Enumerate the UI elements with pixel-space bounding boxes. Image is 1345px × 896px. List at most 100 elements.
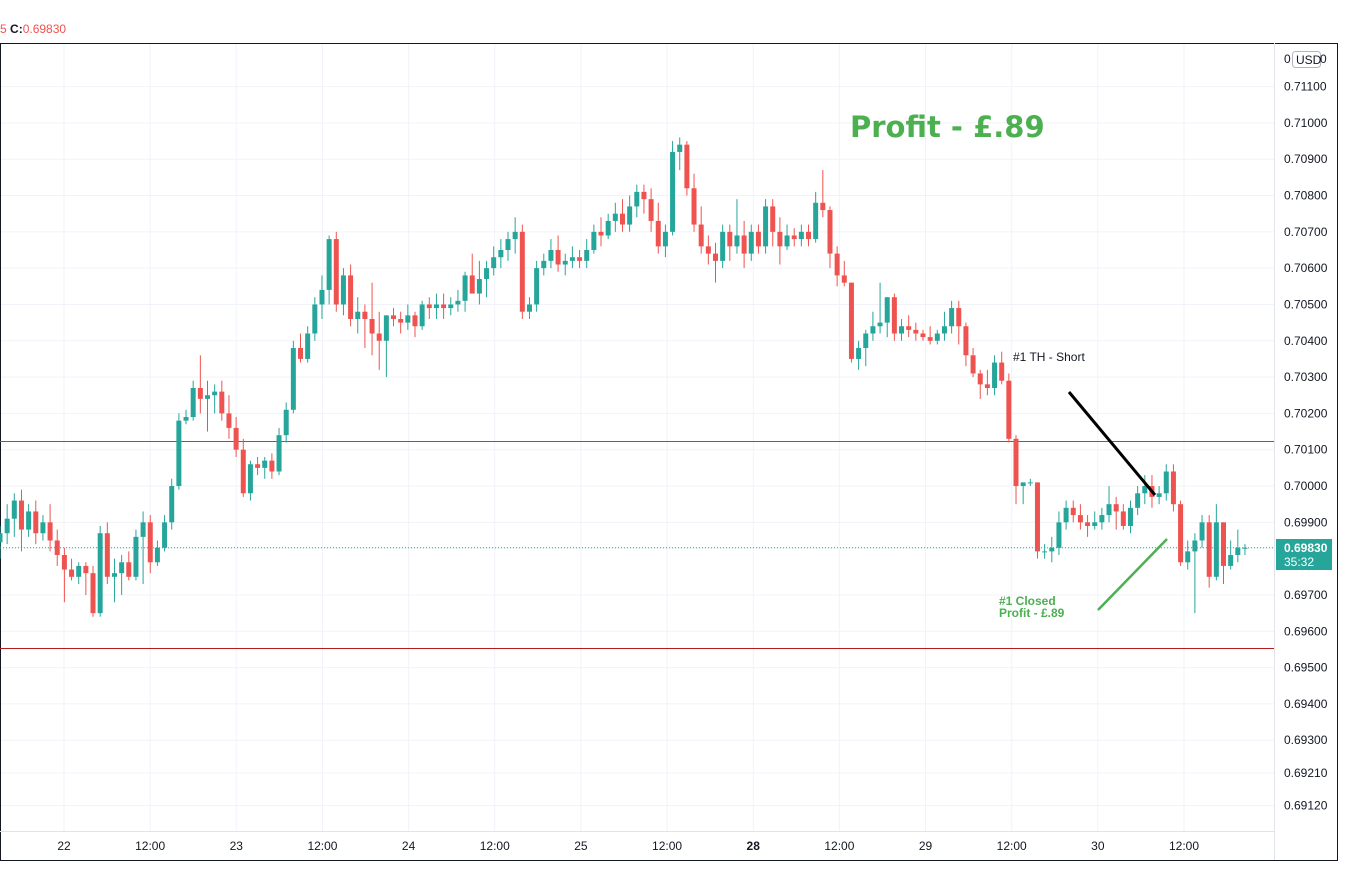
candle-body xyxy=(133,536,139,577)
candle-body xyxy=(0,533,3,543)
candle-body xyxy=(426,304,432,309)
candle-body xyxy=(76,565,82,577)
candle-body xyxy=(670,151,676,232)
candle-body xyxy=(1163,471,1169,494)
price-tick-label: 0.69400 xyxy=(1284,697,1328,711)
grid-lines xyxy=(0,43,1274,831)
candle-body xyxy=(941,326,947,334)
candle-body xyxy=(1106,504,1112,516)
candle-body xyxy=(11,500,17,519)
price-tick-label: 0.70200 xyxy=(1284,406,1328,420)
candle-body xyxy=(820,202,826,211)
candle-body xyxy=(298,348,304,359)
price-tick-label: 0.70800 xyxy=(1284,189,1328,203)
candle-body xyxy=(863,333,869,349)
candle-body xyxy=(705,246,711,254)
candles xyxy=(0,137,1248,617)
time-tick-label: 12:00 xyxy=(307,839,337,853)
short-label: #1 TH - Short xyxy=(1013,350,1085,364)
candle-body xyxy=(1228,555,1234,566)
candle-body xyxy=(956,308,962,327)
candle-body xyxy=(1077,515,1083,523)
current-price-label: 0.69830 35:32 xyxy=(1276,539,1332,570)
time-tick-label: 29 xyxy=(919,839,933,853)
candle-body xyxy=(827,210,833,254)
candle-body xyxy=(741,235,747,254)
candle-body xyxy=(1006,380,1012,439)
currency-badge[interactable]: 0 USD 0 xyxy=(1284,51,1327,68)
candle-body xyxy=(83,565,89,574)
candle-body xyxy=(648,199,654,221)
price-tick-label: 0.71000 xyxy=(1284,116,1328,130)
candle-body xyxy=(219,391,225,414)
candle-body xyxy=(555,249,561,265)
candle-body xyxy=(190,387,196,418)
candle-body xyxy=(949,308,955,327)
candle-body xyxy=(1170,471,1176,505)
candle-body xyxy=(1113,504,1119,512)
currency-badge-box xyxy=(1292,51,1321,68)
candle-body xyxy=(333,239,339,305)
candle-body xyxy=(591,231,597,250)
candle-body xyxy=(226,413,232,428)
candle-body xyxy=(433,304,439,309)
candle-body xyxy=(162,522,168,548)
candle-body xyxy=(1020,482,1026,487)
candle-body xyxy=(1221,522,1227,566)
candle-body xyxy=(1127,507,1133,526)
candle-body xyxy=(1135,493,1141,508)
candle-body xyxy=(734,235,740,247)
time-tick-label: 12:00 xyxy=(997,839,1027,853)
candle-body xyxy=(412,315,418,327)
candle-body xyxy=(340,275,346,305)
candle-body xyxy=(641,191,647,200)
candle-body xyxy=(183,417,189,421)
candle-body xyxy=(212,391,218,396)
plot-frame xyxy=(0,43,1338,861)
time-tick-label: 12:00 xyxy=(652,839,682,853)
candle-body xyxy=(662,231,668,247)
candle-body xyxy=(906,326,912,330)
time-tick-label: 12:00 xyxy=(480,839,510,853)
price-top-left: 0 xyxy=(1284,52,1291,66)
short-trend-line[interactable] xyxy=(1067,391,1157,496)
price-scale[interactable]: 0.71100 0.71000 0.70900 0.70800 0.70700 0.706… xyxy=(1284,80,1328,813)
candle-body xyxy=(111,573,117,577)
candle-body xyxy=(698,224,704,247)
price-tick-label: 0.69120 xyxy=(1284,799,1328,813)
candle-body xyxy=(541,260,547,269)
bar-countdown: 35:32 xyxy=(1284,555,1314,569)
candle-body xyxy=(877,322,883,327)
candle-body xyxy=(834,253,840,276)
candle-body xyxy=(1042,551,1048,553)
price-top-right: 0 xyxy=(1320,52,1327,66)
candle-body xyxy=(169,486,175,523)
price-tick-label: 0.69300 xyxy=(1284,733,1328,747)
profit-title: Profit - £.89 xyxy=(850,110,1045,144)
candle-body xyxy=(376,333,382,341)
candle-body xyxy=(4,518,10,534)
time-tick-label: 30 xyxy=(1091,839,1105,853)
time-tick-label: 24 xyxy=(402,839,416,853)
candle-body xyxy=(913,329,919,334)
candle-body xyxy=(1178,504,1184,563)
candle-body xyxy=(455,300,461,305)
candle-body xyxy=(684,144,690,189)
candle-body xyxy=(90,573,96,614)
candle-body xyxy=(1070,507,1076,516)
candle-body xyxy=(283,409,289,436)
candle-body xyxy=(1120,511,1126,526)
candle-body xyxy=(398,318,404,323)
candle-body xyxy=(362,311,368,319)
candle-body xyxy=(255,464,261,468)
time-axis[interactable]: 22 12:00 23 12:00 24 12:00 25 12:00 28 12:00 29 12:… xyxy=(57,839,1199,853)
current-price-box xyxy=(1276,539,1332,570)
close-label: C: xyxy=(10,22,23,36)
candle-body xyxy=(326,239,332,290)
closed-trend-line[interactable] xyxy=(1097,538,1168,611)
candle-body xyxy=(755,231,761,247)
candle-body xyxy=(290,348,296,410)
candle-body xyxy=(348,275,354,319)
candle-body xyxy=(441,304,447,309)
